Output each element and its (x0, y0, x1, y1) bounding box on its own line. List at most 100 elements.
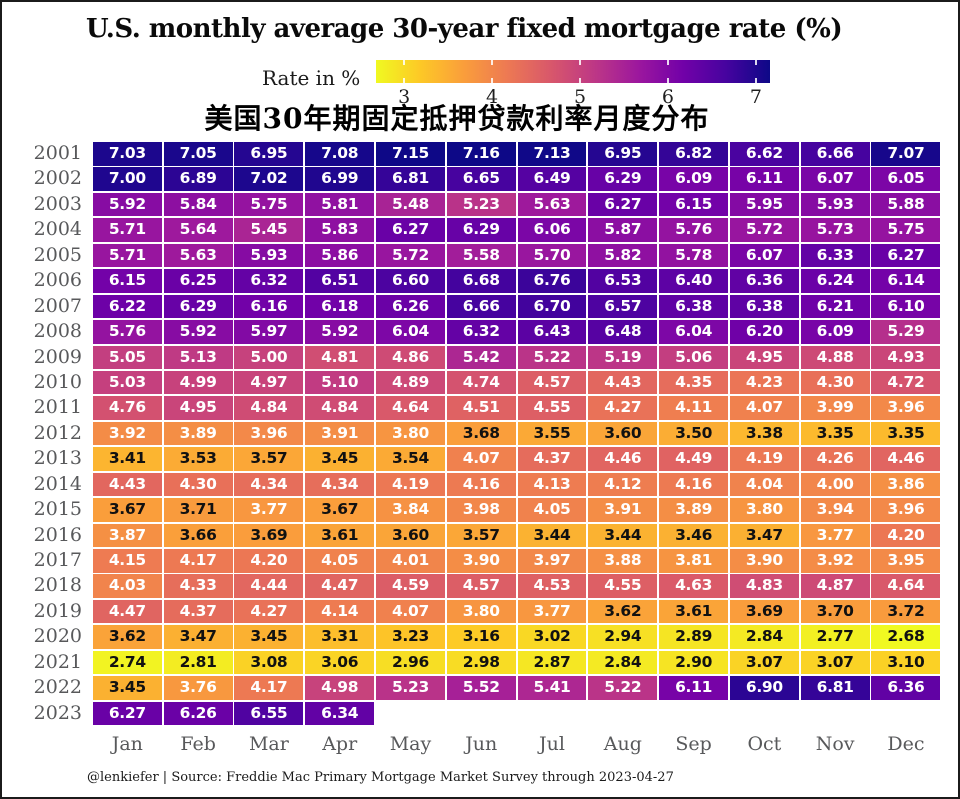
heatmap-cell: 3.80 (729, 498, 799, 522)
colorbar-tick-mark (491, 60, 494, 65)
heatmap-cell: 6.99 (305, 167, 375, 191)
heatmap-cell: 4.05 (517, 498, 587, 522)
heatmap-cell: 4.27 (588, 396, 658, 420)
heatmap-cell: 6.22 (92, 294, 162, 319)
heatmap-cell: 5.10 (305, 370, 375, 395)
y-axis-label: 2022 (33, 676, 82, 699)
heatmap-cell (447, 702, 516, 726)
heatmap-cell: 6.70 (517, 294, 587, 319)
heatmap-cell: 4.81 (305, 345, 375, 369)
heatmap-cell: 6.20 (729, 320, 799, 344)
heatmap-cell: 3.35 (871, 421, 941, 446)
heatmap-cell: 3.38 (729, 421, 799, 446)
heatmap-cell: 3.44 (588, 523, 658, 548)
heatmap-cell: 3.71 (163, 498, 233, 522)
heatmap-cell: 5.73 (800, 218, 870, 242)
y-axis-label: 2006 (33, 269, 82, 292)
x-axis-label: Aug (603, 733, 642, 755)
heatmap-cell: 3.45 (305, 447, 375, 471)
heatmap-cell: 5.71 (92, 218, 162, 242)
heatmap-cell: 5.63 (163, 243, 233, 268)
heatmap-cell: 3.06 (305, 650, 375, 675)
heatmap-cell: 6.24 (800, 269, 870, 293)
heatmap-cell: 4.89 (376, 370, 445, 395)
heatmap-cell: 4.55 (517, 396, 587, 420)
heatmap-cell: 7.07 (871, 142, 941, 166)
heatmap-cell: 6.34 (305, 701, 375, 726)
heatmap-cell: 5.22 (588, 676, 658, 700)
heatmap-cell: 7.05 (163, 142, 233, 166)
heatmap-cell: 6.36 (871, 676, 941, 700)
colorbar-ticks: 3 4 5 6 7 (376, 86, 770, 108)
heatmap-cell: 6.48 (588, 320, 658, 344)
heatmap-cell: 6.26 (376, 294, 445, 319)
heatmap-cell: 4.27 (234, 599, 304, 624)
heatmap-cell: 6.82 (659, 142, 729, 166)
x-axis-label: Sep (675, 733, 712, 755)
heatmap-cell: 6.55 (234, 701, 304, 726)
colorbar-tick-mark (403, 60, 406, 65)
heatmap-cell: 3.45 (234, 625, 304, 649)
heatmap-cell: 4.93 (871, 345, 941, 369)
heatmap-cell: 3.23 (376, 625, 445, 649)
colorbar-label: Rate in % (262, 66, 361, 90)
heatmap-cell: 4.19 (376, 472, 445, 497)
y-axis-label: 2015 (33, 498, 82, 521)
heatmap-cell: 4.53 (517, 574, 587, 598)
heatmap-cell: 3.50 (659, 421, 729, 446)
x-axis-label: Nov (815, 733, 855, 755)
heatmap-cell: 5.23 (376, 676, 445, 700)
heatmap-cell: 7.03 (92, 142, 162, 166)
heatmap-cell: 3.69 (729, 599, 799, 624)
heatmap-cell: 4.97 (234, 370, 304, 395)
heatmap-cell: 3.92 (800, 549, 870, 573)
heatmap-cell: 3.07 (729, 650, 799, 675)
heatmap-cell: 4.11 (659, 396, 729, 420)
heatmap-cell: 5.52 (446, 676, 516, 700)
heatmap-cell: 3.66 (163, 523, 233, 548)
heatmap-cell: 3.77 (800, 523, 870, 548)
heatmap-cell: 2.89 (659, 625, 729, 649)
heatmap-cell: 5.92 (163, 320, 233, 344)
heatmap-cell: 3.86 (871, 472, 941, 497)
heatmap-cell: 6.76 (517, 269, 587, 293)
heatmap-cell: 6.49 (517, 167, 587, 191)
heatmap-cell: 3.69 (234, 523, 304, 548)
heatmap-cell: 4.47 (305, 574, 375, 598)
heatmap-cell: 3.61 (305, 523, 375, 548)
heatmap-cell: 6.38 (659, 294, 729, 319)
colorbar-tick-label: 6 (661, 86, 675, 108)
heatmap-cell: 3.62 (588, 599, 658, 624)
x-axis-label: Oct (747, 733, 782, 755)
heatmap-cell: 6.27 (871, 243, 941, 268)
heatmap-cell: 4.34 (305, 472, 375, 497)
heatmap-cell: 6.32 (234, 269, 304, 293)
heatmap-cell (871, 702, 940, 726)
heatmap-cell: 2.94 (588, 625, 658, 649)
heatmap-cell: 5.41 (517, 676, 587, 700)
heatmap-cell: 4.43 (588, 370, 658, 395)
x-axis-label: Jul (539, 733, 565, 755)
heatmap-cell: 7.02 (234, 167, 304, 191)
heatmap-cell: 6.18 (305, 294, 375, 319)
heatmap-cell: 5.29 (871, 320, 941, 344)
heatmap-cell: 5.00 (234, 345, 304, 369)
heatmap-cell: 3.77 (234, 498, 304, 522)
heatmap-cell: 7.00 (92, 167, 162, 191)
heatmap-cell: 4.46 (588, 447, 658, 471)
heatmap-cell: 4.87 (800, 574, 870, 598)
heatmap-cell: 4.12 (588, 472, 658, 497)
heatmap-cell: 3.10 (871, 650, 941, 675)
heatmap-cell: 4.57 (446, 574, 516, 598)
y-axis-label: 2004 (33, 218, 82, 241)
heatmap-cell: 4.07 (376, 599, 445, 624)
heatmap-cell: 5.75 (871, 218, 941, 242)
heatmap-cell: 5.45 (234, 218, 304, 242)
heatmap-cell: 4.34 (234, 472, 304, 497)
heatmap-cell (730, 702, 799, 726)
y-axis-label: 2023 (33, 701, 82, 724)
heatmap-cell: 6.38 (729, 294, 799, 319)
heatmap-cell: 6.27 (376, 218, 445, 242)
heatmap-cell: 4.49 (659, 447, 729, 471)
heatmap-cell: 4.74 (446, 370, 516, 395)
